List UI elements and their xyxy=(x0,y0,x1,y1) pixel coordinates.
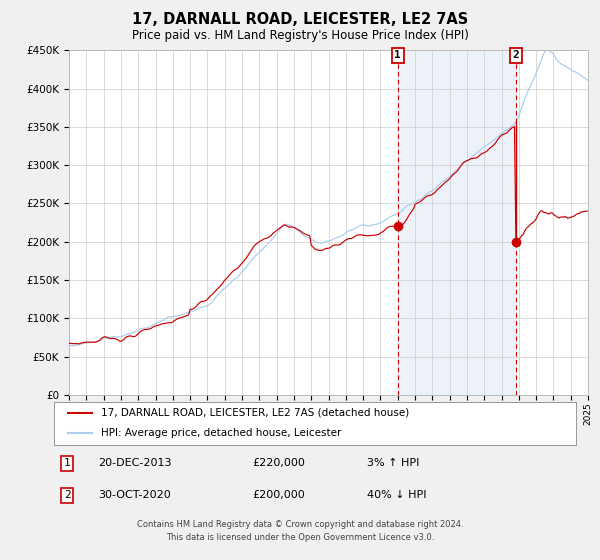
Text: 2: 2 xyxy=(512,50,519,60)
Text: 17, DARNALL ROAD, LEICESTER, LE2 7AS: 17, DARNALL ROAD, LEICESTER, LE2 7AS xyxy=(132,12,468,27)
Text: 1: 1 xyxy=(394,50,401,60)
Text: 17, DARNALL ROAD, LEICESTER, LE2 7AS (detached house): 17, DARNALL ROAD, LEICESTER, LE2 7AS (de… xyxy=(101,408,409,418)
Text: 20-DEC-2013: 20-DEC-2013 xyxy=(98,459,172,469)
Text: 3% ↑ HPI: 3% ↑ HPI xyxy=(367,459,419,469)
Text: Price paid vs. HM Land Registry's House Price Index (HPI): Price paid vs. HM Land Registry's House … xyxy=(131,29,469,42)
Text: Contains HM Land Registry data © Crown copyright and database right 2024.: Contains HM Land Registry data © Crown c… xyxy=(137,520,463,529)
Text: 40% ↓ HPI: 40% ↓ HPI xyxy=(367,491,427,501)
Text: HPI: Average price, detached house, Leicester: HPI: Average price, detached house, Leic… xyxy=(101,428,341,438)
Bar xyxy=(398,50,516,395)
Text: 30-OCT-2020: 30-OCT-2020 xyxy=(98,491,171,501)
Text: This data is licensed under the Open Government Licence v3.0.: This data is licensed under the Open Gov… xyxy=(166,533,434,542)
Text: 2: 2 xyxy=(64,491,70,501)
Text: 1: 1 xyxy=(64,459,70,469)
Text: £200,000: £200,000 xyxy=(253,491,305,501)
Text: £220,000: £220,000 xyxy=(253,459,305,469)
